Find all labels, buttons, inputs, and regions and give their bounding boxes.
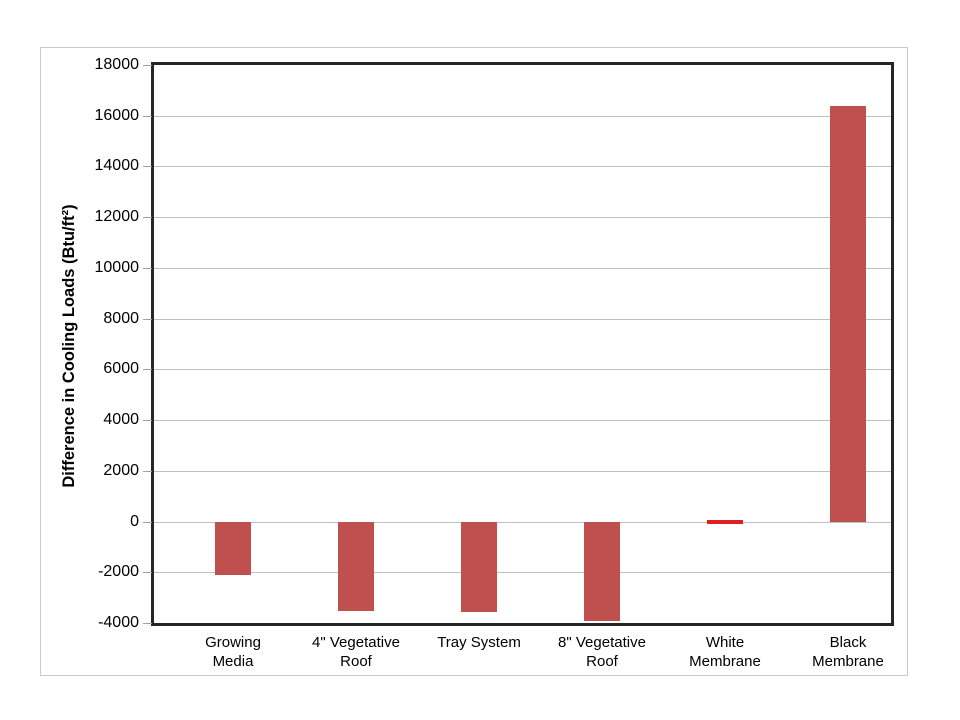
y-tick-8000	[143, 319, 152, 320]
x-category-label-growing-media: Growing Media	[166, 633, 300, 671]
y-tick-label-2000: 2000	[103, 462, 139, 479]
gridline-4000	[154, 420, 891, 421]
gridline-0	[154, 522, 891, 523]
x-category-label-line: Membrane	[812, 653, 884, 670]
x-category-label-line: Tray System	[437, 634, 521, 651]
plot-area	[151, 62, 894, 626]
gridline-10000	[154, 268, 891, 269]
y-tick-label-10000: 10000	[94, 259, 140, 276]
x-category-label-line: 8" Vegetative	[558, 634, 646, 651]
y-tick-label-8000: 8000	[103, 310, 139, 327]
y-tick-label--2000: -2000	[98, 563, 139, 580]
x-category-label-white-membrane: White Membrane	[658, 633, 792, 671]
bar-growing-media	[215, 522, 251, 575]
y-tick-0	[143, 522, 152, 523]
y-tick--2000	[143, 572, 152, 573]
x-category-label-8-vegetative-roof: 8" Vegetative Roof	[535, 633, 669, 671]
y-tick-label-14000: 14000	[94, 157, 140, 174]
y-tick-12000	[143, 217, 152, 218]
y-tick-18000	[143, 65, 152, 66]
chart-frame: Difference in Cooling Loads (Btu/ft²) 18…	[40, 47, 908, 676]
gridline-16000	[154, 116, 891, 117]
x-category-label-4-vegetative-roof: 4" Vegetative Roof	[289, 633, 423, 671]
bar-white-membrane	[707, 520, 743, 524]
x-category-label-line: Growing	[205, 634, 261, 651]
x-category-label-line: 4" Vegetative	[312, 634, 400, 651]
y-tick--4000	[143, 623, 152, 624]
bar-4-vegetative-roof	[338, 522, 374, 611]
y-tick-label-6000: 6000	[103, 360, 139, 377]
x-category-label-line: White	[705, 634, 745, 651]
y-tick-2000	[143, 471, 152, 472]
gridline--2000	[154, 572, 891, 573]
x-category-label-line: Roof	[340, 653, 372, 670]
gridline-14000	[154, 166, 891, 167]
x-category-label-line: Black	[829, 634, 867, 651]
bar-8-vegetative-roof	[584, 522, 620, 621]
y-tick-4000	[143, 420, 152, 421]
gridline-2000	[154, 471, 891, 472]
gridline-12000	[154, 217, 891, 218]
x-category-label-black-membrane: Black Membrane	[781, 633, 915, 671]
y-axis-title: Difference in Cooling Loads (Btu/ft²)	[60, 204, 78, 488]
y-tick-6000	[143, 369, 152, 370]
bar-tray-system	[461, 522, 497, 612]
y-tick-label-16000: 16000	[94, 107, 140, 124]
y-tick-label-4000: 4000	[103, 411, 139, 428]
y-tick-label-0: 0	[130, 513, 139, 530]
x-category-label-line: Membrane	[689, 653, 761, 670]
y-tick-16000	[143, 116, 152, 117]
gridline-6000	[154, 369, 891, 370]
y-tick-14000	[143, 166, 152, 167]
x-category-label-line: Roof	[586, 653, 618, 670]
y-tick-10000	[143, 268, 152, 269]
y-tick-label-18000: 18000	[94, 56, 140, 73]
y-tick-label-12000: 12000	[94, 208, 140, 225]
bar-black-membrane	[830, 106, 866, 522]
x-category-label-line: Media	[212, 653, 254, 670]
gridline-8000	[154, 319, 891, 320]
x-category-label-tray-system: Tray System	[412, 633, 546, 652]
y-tick-label--4000: -4000	[98, 614, 139, 631]
